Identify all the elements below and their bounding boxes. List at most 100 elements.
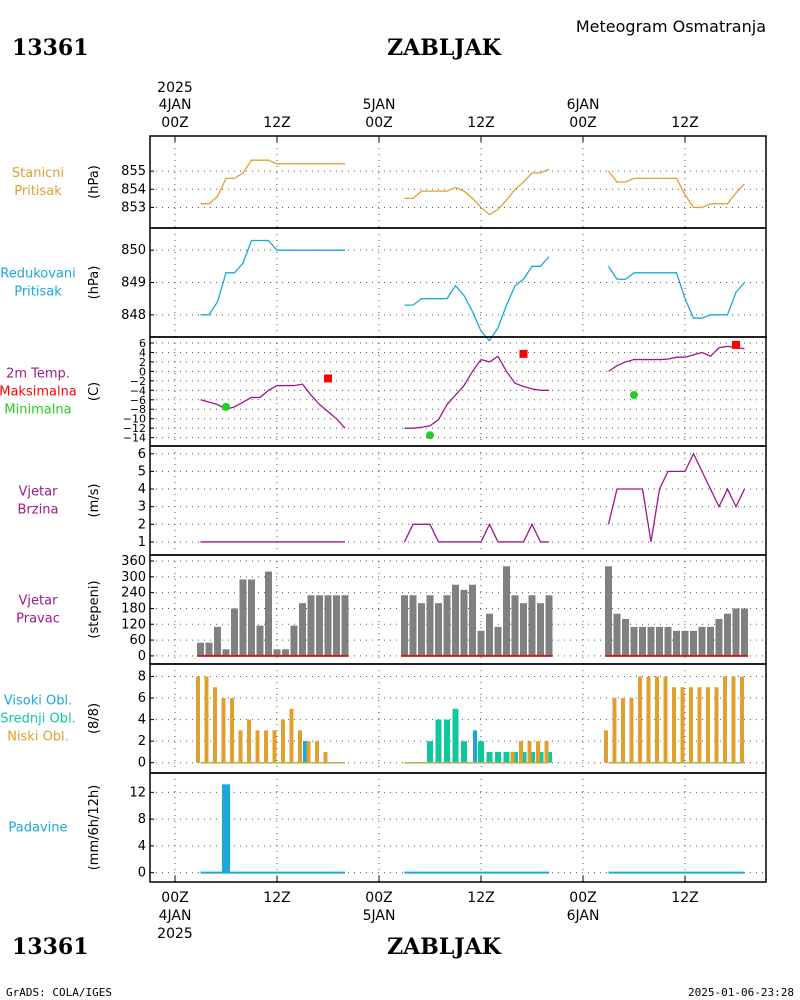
y-tick-label: −10 — [123, 413, 146, 426]
cloud-bar — [520, 751, 527, 763]
wind-direction-bar — [690, 630, 697, 656]
cloud-bar — [247, 719, 251, 763]
panel-precipitation: 0 4 8 12 (mm/6h/12h) Padavine — [9, 772, 767, 883]
y-tick-label: 300 — [121, 570, 146, 585]
cloud-bar — [723, 676, 727, 763]
tmax-marker — [519, 349, 528, 358]
y-tick-label: 2 — [139, 356, 146, 369]
wind-direction-bar — [214, 626, 221, 656]
panel-label-line: Niski Obl. — [7, 730, 69, 745]
panel-reduced_pressure: 848 849 850 (hPa) Redukovani Pritisak — [0, 227, 767, 342]
wind-direction-bar — [613, 613, 621, 656]
wind-direction-bar — [647, 626, 655, 656]
bottom-hour-label: 12Z — [671, 890, 698, 906]
cloud-bar — [536, 741, 540, 763]
panel-label-line: Pritisak — [14, 184, 62, 199]
cloud-bar — [461, 741, 467, 763]
cloud-bar — [512, 751, 518, 763]
wind-direction-bar — [520, 603, 527, 656]
y-tick-label: 4 — [138, 713, 146, 728]
panel-label-line: Minimalna — [4, 403, 71, 418]
wind-direction-bar — [418, 603, 425, 656]
series-line-station_pressure — [607, 170, 745, 209]
cloud-bar — [612, 698, 617, 763]
cloud-bar — [486, 751, 493, 763]
wind-direction-bar — [715, 618, 723, 656]
panel-clouds: 0 2 4 6 8 (8/8) Visoki Obl. Srednji Obl. Niski O… — [0, 663, 767, 774]
station-name-bottom: ZABLJAK — [387, 934, 502, 960]
wind-direction-bar — [503, 566, 510, 656]
y-axis-label: (stepeni) — [87, 580, 102, 638]
top-hour-label: 12Z — [263, 115, 290, 131]
grid-station_pressure — [150, 136, 766, 228]
grads-credit: GrADS: COLA/IGES — [6, 986, 112, 999]
cloud-bar — [740, 676, 744, 763]
y-tick-label: 849 — [121, 276, 146, 291]
cloud-bar — [495, 751, 501, 763]
cloud-bar — [444, 719, 450, 763]
wind-direction-bar — [460, 589, 468, 656]
wind-direction-bar — [290, 625, 298, 656]
panel-label-line: Vjetar — [19, 594, 59, 609]
top-hour-label: 00Z — [365, 115, 392, 131]
wind-direction-bar — [299, 603, 306, 656]
y-tick-label: 8 — [138, 669, 146, 684]
wind-direction-bar — [486, 613, 493, 656]
wind-direction-bar — [545, 595, 553, 656]
series-line-reduced_pressure — [200, 239, 345, 316]
cloud-bar — [529, 751, 535, 763]
panel-label-line: Srednji Obl. — [0, 712, 75, 727]
cloud-bar — [196, 676, 200, 763]
station-name-top: ZABLJAK — [387, 35, 502, 61]
y-tick-label: −2 — [130, 375, 146, 388]
plot-timestamp: 2025-01-06-23:28 — [688, 986, 794, 999]
top-hour-label: 12Z — [467, 115, 494, 131]
y-tick-label: 855 — [121, 164, 146, 179]
panel-label-line: Padavine — [9, 821, 68, 836]
wind-direction-bar — [231, 608, 238, 656]
cloud-bar — [706, 687, 710, 763]
cloud-bar — [303, 741, 307, 763]
wind-direction-bar — [426, 595, 434, 656]
y-tick-label: 180 — [121, 601, 146, 616]
grid-reduced_pressure — [150, 228, 766, 337]
y-tick-label: 2 — [138, 517, 146, 532]
y-tick-label: −6 — [130, 394, 146, 407]
cloud-bar — [527, 741, 532, 763]
footer: 13361 ZABLJAK GrADS: COLA/IGES 2025-01-0… — [6, 934, 794, 999]
wind-direction-bar — [248, 579, 255, 656]
cloud-bar — [281, 719, 285, 763]
panel-frame — [149, 135, 767, 229]
y-tick-label: 6 — [138, 447, 146, 462]
header: 13361 ZABLJAK Meteogram Osmatranja — [12, 17, 766, 61]
y-axis-label: (m/s) — [87, 484, 102, 518]
series-line-reduced_pressure — [404, 256, 550, 342]
cloud-bar — [503, 751, 510, 763]
cloud-bar — [204, 676, 209, 763]
meteogram-subtitle: Meteogram Osmatranja — [576, 17, 766, 36]
wind-direction-bar — [265, 571, 272, 656]
cloud-bar — [621, 698, 625, 763]
y-tick-label: −14 — [123, 432, 146, 445]
panel-frame — [149, 227, 767, 338]
y-tick-label: 4 — [138, 839, 146, 854]
panel-frame — [149, 772, 767, 883]
wind-direction-bar — [401, 595, 408, 656]
bottom-date-label: 5JAN — [363, 908, 396, 924]
wind-direction-bar — [341, 595, 349, 656]
y-tick-label: 6 — [139, 337, 146, 350]
y-axis-label: (hPa) — [87, 165, 102, 199]
bottom-hour-label: 00Z — [365, 890, 392, 906]
wind-direction-bar — [639, 626, 646, 656]
wind-direction-bar — [316, 595, 323, 656]
y-tick-label: 854 — [121, 182, 146, 197]
y-tick-label: 60 — [129, 633, 146, 648]
tmax-marker — [732, 340, 740, 349]
cloud-bar — [544, 741, 549, 763]
bottom-year-label: 2025 — [157, 926, 193, 942]
y-tick-label: 853 — [121, 200, 146, 215]
y-tick-label: 6 — [138, 691, 146, 706]
y-tick-label: −4 — [130, 384, 146, 397]
